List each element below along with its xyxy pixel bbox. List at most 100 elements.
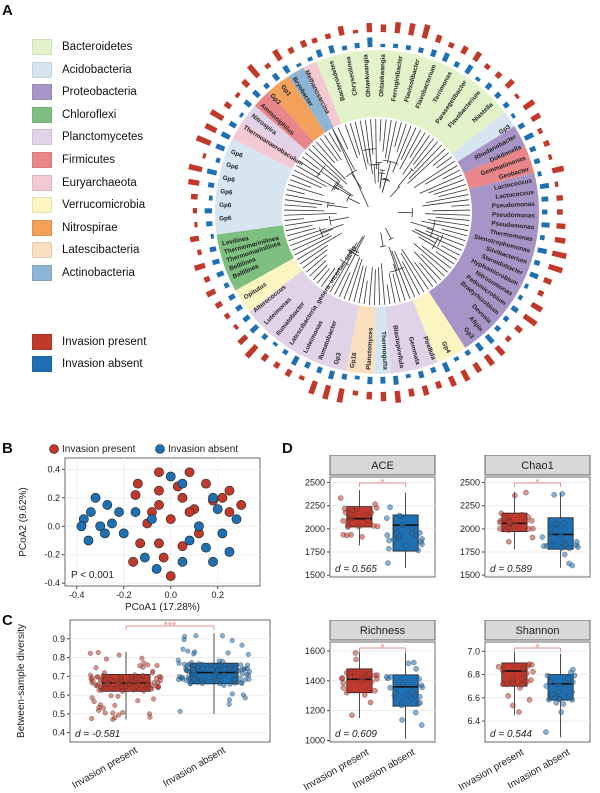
significance-stars: *	[380, 477, 385, 489]
legend-item: Invasion absent	[32, 355, 143, 373]
facet-title: ACE	[371, 460, 394, 472]
data-point	[110, 710, 116, 716]
data-point	[548, 691, 555, 698]
abundance-bar-absent	[529, 145, 537, 153]
data-point	[108, 693, 114, 699]
data-point	[372, 501, 378, 507]
data-point	[183, 678, 190, 684]
tree-branch	[422, 199, 470, 207]
tree-branch	[320, 170, 344, 188]
abundance-bar-absent	[316, 366, 323, 374]
tree-branch	[334, 185, 352, 197]
data-point	[349, 507, 356, 513]
data-point	[116, 680, 123, 686]
data-point	[497, 519, 503, 526]
abundance-bar-absent	[341, 373, 348, 380]
abundance-bar-absent	[354, 375, 360, 380]
phylum-sector	[346, 305, 376, 374]
facet-strip	[484, 455, 591, 476]
chao1-chart: Chao1 1500 1750 2000 2250 2500 * d = 0.589	[460, 455, 591, 580]
data-point	[525, 514, 532, 520]
data-point	[386, 537, 392, 544]
abundance-bar-present	[556, 194, 563, 201]
tree-branch	[347, 249, 360, 257]
abundance-bar-absent	[441, 52, 451, 63]
tree-branch	[352, 236, 364, 254]
data-point	[539, 534, 546, 540]
tree-branch	[418, 236, 458, 260]
tree-branch	[425, 213, 470, 216]
data-point	[145, 662, 151, 668]
data-point	[341, 505, 348, 512]
data-point	[546, 679, 553, 685]
abundance-bar-absent	[502, 315, 510, 323]
tree-branch	[424, 165, 458, 185]
abundance-bar-present	[336, 388, 345, 403]
abundance-bar-present	[298, 374, 306, 381]
point-present	[135, 538, 146, 549]
data-point	[372, 687, 378, 694]
tree-branch	[377, 162, 380, 183]
data-point	[558, 709, 565, 715]
x-tick-label: Invasion present	[70, 745, 139, 791]
abundance-bar-present	[547, 153, 553, 161]
tree-branch	[392, 125, 412, 173]
abundance-bar-present	[483, 63, 491, 71]
tree-branch	[290, 228, 333, 247]
point-absent	[212, 504, 223, 515]
abundance-bar-absent	[272, 341, 279, 347]
point-absent	[76, 521, 87, 532]
abundance-bar-present	[205, 288, 217, 298]
legend-swatch	[32, 356, 52, 372]
abundance-bar-absent	[523, 132, 535, 141]
tree-branch	[344, 124, 358, 159]
legend-item: Chloroflexi	[32, 106, 116, 124]
tip-label: Pseudomonas	[492, 201, 536, 210]
data-point	[525, 526, 532, 532]
abundance-bar-absent	[417, 370, 425, 379]
facet-title: Shannon	[515, 625, 559, 637]
abundance-bar-absent	[328, 44, 335, 54]
point-absent	[231, 514, 242, 525]
data-point	[503, 681, 510, 688]
tip-label: Pseudomonas	[491, 220, 535, 231]
phylum-sector	[235, 258, 303, 312]
tree-branch	[296, 232, 343, 260]
y-tick-label: 6.6	[467, 693, 480, 703]
data-point	[417, 699, 423, 706]
tree-branch	[394, 122, 402, 148]
tree-branch	[408, 144, 442, 180]
data-point	[569, 562, 576, 569]
point-absent	[90, 492, 101, 503]
tree-branch	[428, 179, 465, 194]
data-point	[135, 674, 141, 681]
effect-size-label: d = 0.609	[335, 729, 377, 740]
tree-branch	[435, 216, 470, 221]
abundance-bar-absent	[484, 82, 493, 91]
abundance-bar-present	[193, 262, 206, 272]
tree-branch	[363, 280, 368, 305]
tree-branch	[294, 235, 332, 256]
abundance-bar-absent	[417, 47, 425, 54]
legend-swatch	[32, 61, 52, 78]
tree-branch	[389, 266, 404, 273]
point-present	[128, 556, 139, 567]
data-point	[133, 683, 139, 689]
data-point	[367, 699, 374, 706]
point-absent	[139, 552, 150, 563]
effect-size-label: d = 0.544	[490, 729, 532, 740]
tree-branch	[429, 220, 436, 238]
y-tick-label: 0.7	[52, 671, 65, 681]
tree-branch	[393, 263, 406, 301]
abundance-bar-present	[272, 361, 281, 370]
tree-branch	[379, 119, 382, 142]
tree-branch	[324, 135, 342, 161]
data-point	[512, 492, 518, 499]
ace-chart: ACE 1500 1750 2000 2250 2500 * d = 0.565	[305, 455, 436, 580]
data-point	[555, 689, 561, 695]
abundance-bar-present	[554, 181, 559, 188]
tip-label: Planctomyces	[365, 327, 374, 370]
data-point	[505, 538, 512, 545]
abundance-bar-present	[556, 209, 563, 215]
